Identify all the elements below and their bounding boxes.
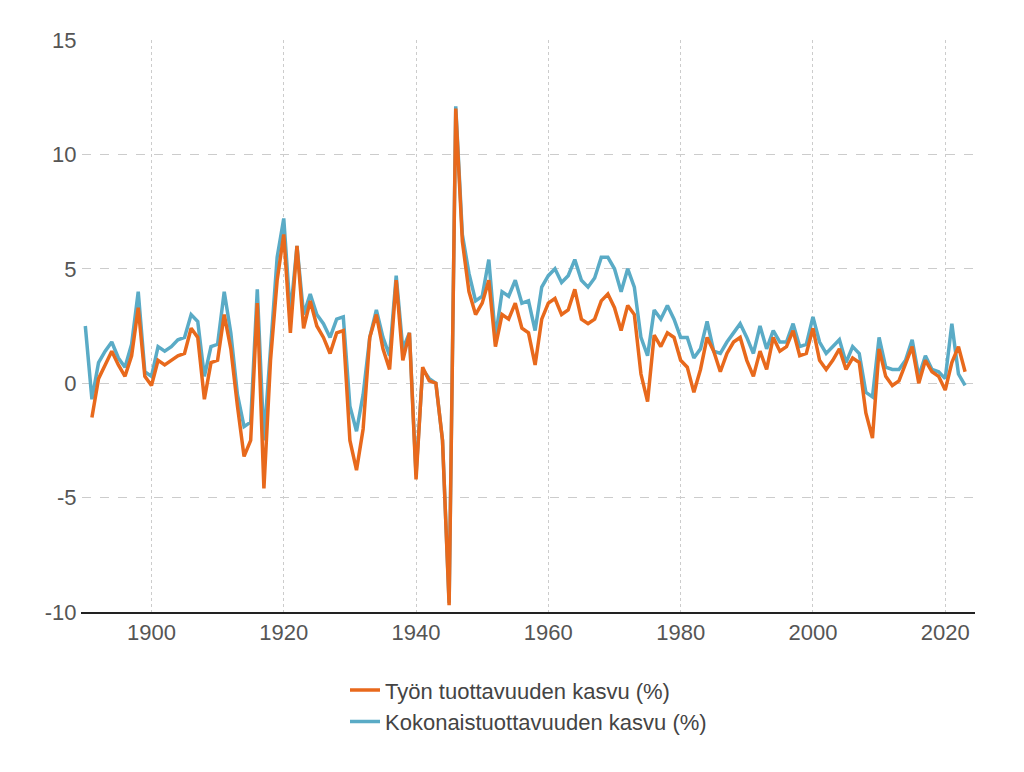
svg-text:-5: -5 [57, 485, 77, 510]
svg-text:-10: -10 [45, 600, 77, 625]
svg-text:0: 0 [64, 371, 76, 396]
svg-text:2020: 2020 [921, 620, 970, 645]
svg-text:Työn tuottavuuden kasvu (%): Työn tuottavuuden kasvu (%) [385, 679, 670, 704]
svg-text:1940: 1940 [392, 620, 441, 645]
svg-text:10: 10 [52, 142, 76, 167]
svg-text:1920: 1920 [259, 620, 308, 645]
svg-text:1980: 1980 [656, 620, 705, 645]
svg-text:2000: 2000 [788, 620, 837, 645]
svg-text:15: 15 [52, 28, 76, 53]
svg-text:1900: 1900 [127, 620, 176, 645]
svg-text:Kokonaistuottavuuden kasvu (%): Kokonaistuottavuuden kasvu (%) [385, 710, 707, 735]
svg-text:1960: 1960 [524, 620, 573, 645]
svg-text:5: 5 [64, 257, 76, 282]
